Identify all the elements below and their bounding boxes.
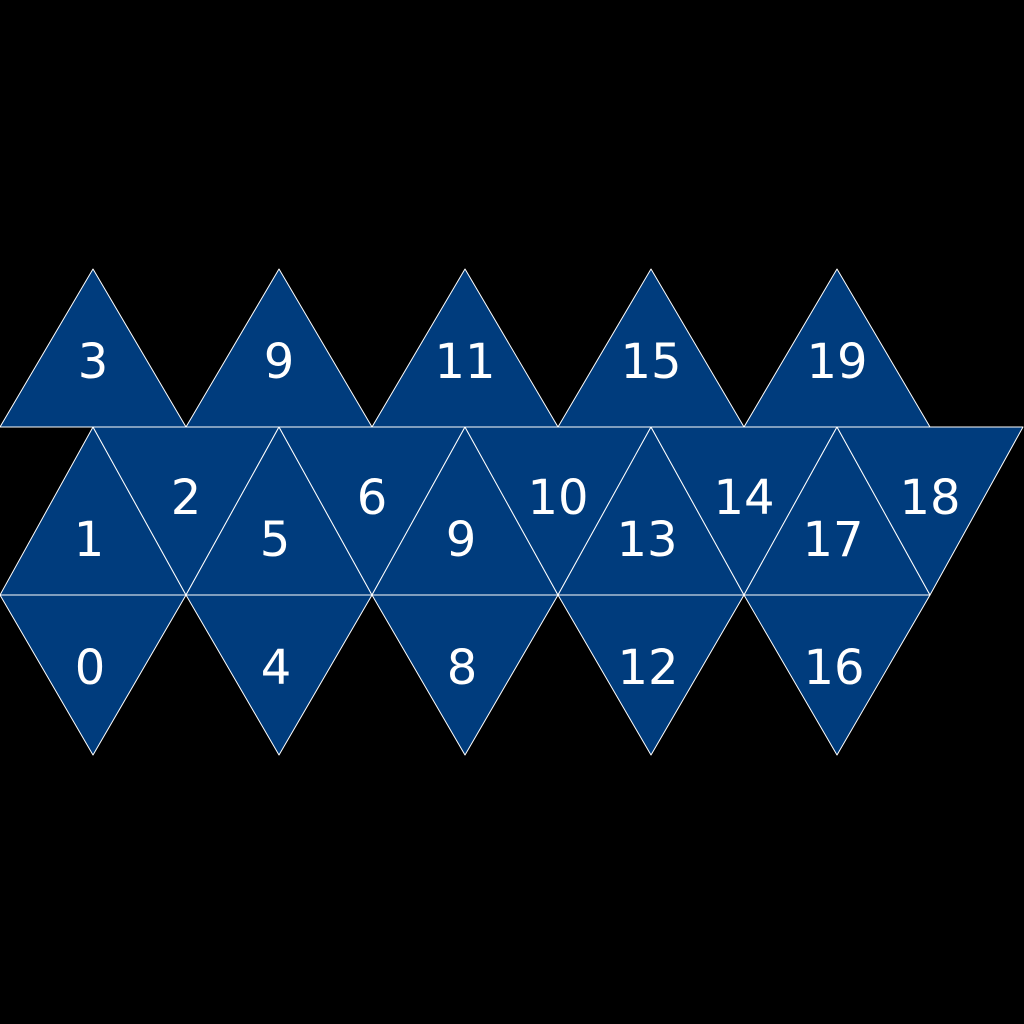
bottom-face-4 <box>185 594 373 756</box>
middle-face-13-label: 13 <box>616 512 677 568</box>
bottom-face-12-label: 12 <box>617 640 678 696</box>
middle-face-1-label: 1 <box>74 512 105 568</box>
middle-face-9-label: 9 <box>446 512 477 568</box>
middle-face-2-label: 2 <box>171 470 202 526</box>
middle-face-17-label: 17 <box>802 512 863 568</box>
bottom-face-16 <box>743 594 931 756</box>
middle-face-6-label: 6 <box>357 470 388 526</box>
top-face-3-label: 3 <box>78 334 109 390</box>
bottom-face-8-label: 8 <box>447 640 478 696</box>
bottom-face-0 <box>0 594 187 756</box>
top-face-9-label: 9 <box>264 334 295 390</box>
bottom-face-0-label: 0 <box>75 640 106 696</box>
bottom-face-16-label: 16 <box>803 640 864 696</box>
middle-face-18-label: 18 <box>899 470 960 526</box>
top-face-15-label: 15 <box>620 334 681 390</box>
top-face-19-label: 19 <box>806 334 867 390</box>
middle-face-18 <box>836 426 1024 596</box>
net-faces <box>0 268 1024 756</box>
bottom-face-8 <box>371 594 559 756</box>
middle-face-14-label: 14 <box>713 470 774 526</box>
top-face-11-label: 11 <box>434 334 495 390</box>
bottom-face-12 <box>557 594 745 756</box>
bottom-face-4-label: 4 <box>261 640 292 696</box>
middle-face-10-label: 10 <box>527 470 588 526</box>
middle-face-5-label: 5 <box>260 512 291 568</box>
